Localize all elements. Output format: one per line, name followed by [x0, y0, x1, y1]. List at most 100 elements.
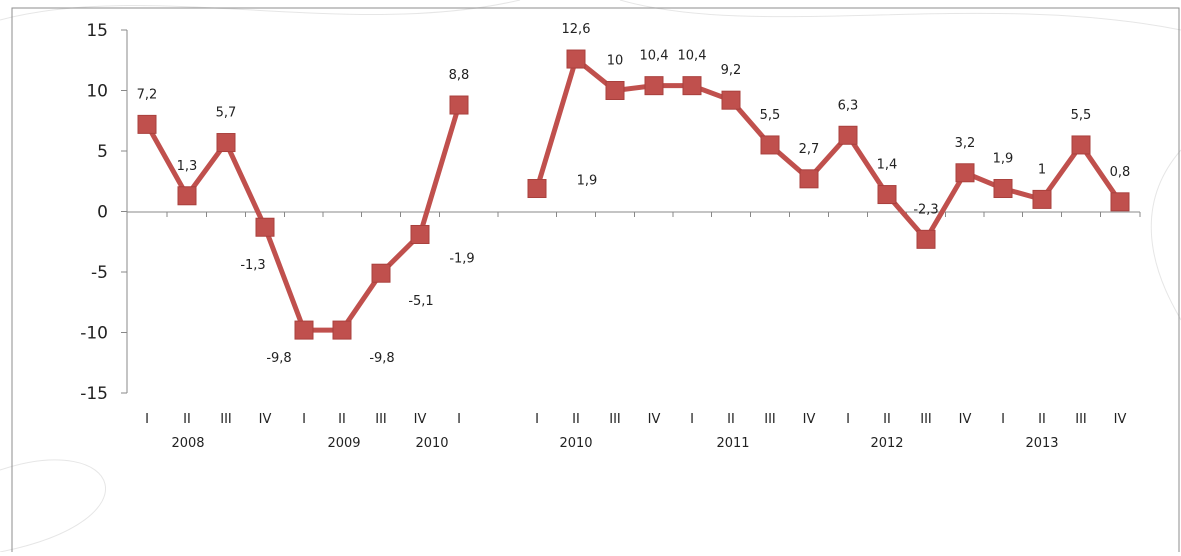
data-point-marker: [333, 321, 351, 339]
plot-border: [12, 8, 1179, 552]
data-label: 5,5: [1071, 108, 1092, 123]
data-label: 3,2: [955, 136, 976, 151]
x-tick-label: I: [457, 412, 461, 427]
data-label: 6,3: [838, 98, 859, 113]
data-labels: 7,2 1,3 5,7 -1,3 -9,8 -9,8 -5,1 -1,9 8,8 1,9 12,6 1…: [137, 22, 1131, 366]
x-ticks: I II III IV I II III IV I I II III IV I II III IV I II III I…: [127, 212, 1140, 451]
data-label: -2,3: [913, 202, 938, 217]
x-tick-label: I: [302, 412, 306, 427]
data-label: 5,5: [760, 108, 781, 123]
x-tick-label: II: [727, 412, 735, 427]
x-tick-label: II: [883, 412, 891, 427]
year-label: 2011: [716, 436, 749, 451]
x-tick-label: II: [572, 412, 580, 427]
data-point-marker: [994, 180, 1012, 198]
data-point-marker: [761, 136, 779, 154]
y-tick-label: -15: [80, 384, 108, 404]
x-tick-label: I: [690, 412, 694, 427]
x-tick-label: III: [764, 412, 776, 427]
x-tick-label: I: [846, 412, 850, 427]
series-lines: [147, 59, 1120, 330]
year-label: 2012: [870, 436, 903, 451]
bg-arc: [620, 0, 1181, 30]
bg-arc: [1151, 150, 1181, 320]
x-tick-label: IV: [1114, 412, 1127, 427]
y-tick-label: -5: [91, 263, 108, 283]
data-label: 1,4: [877, 158, 898, 173]
data-point-marker: [722, 91, 740, 109]
x-tick-label: II: [1038, 412, 1046, 427]
data-label: 10,4: [640, 49, 669, 64]
data-point-marker: [138, 115, 156, 133]
x-tick-label: IV: [414, 412, 427, 427]
x-tick-label: II: [338, 412, 346, 427]
x-tick-label: IV: [259, 412, 272, 427]
y-tick-label: -10: [80, 324, 108, 344]
data-point-marker: [295, 321, 313, 339]
data-label: 8,8: [449, 68, 470, 83]
data-point-marker: [178, 187, 196, 205]
x-tick-label: III: [220, 412, 232, 427]
data-point-marker: [411, 225, 429, 243]
data-point-marker: [1111, 193, 1129, 211]
x-tick-label: IV: [648, 412, 661, 427]
y-ticks: 15 10 5 0 -5 -10 -15: [80, 21, 127, 404]
data-label: 1,9: [993, 152, 1014, 167]
data-label: 9,2: [721, 63, 742, 78]
data-point-marker: [372, 264, 390, 282]
data-label: 1: [1038, 162, 1046, 177]
data-label: 2,7: [799, 142, 820, 157]
data-point-marker: [256, 218, 274, 236]
y-tick-label: 0: [97, 203, 108, 223]
data-point-marker: [800, 170, 818, 188]
year-label: 2008: [171, 436, 204, 451]
data-label: 5,7: [216, 106, 237, 121]
data-point-marker: [1072, 136, 1090, 154]
x-tick-label: IV: [959, 412, 972, 427]
data-point-marker: [645, 77, 663, 95]
data-point-marker: [606, 82, 624, 100]
year-label: 2009: [327, 436, 360, 451]
data-label: -1,3: [240, 258, 265, 273]
bg-arc: [0, 0, 520, 20]
data-point-marker: [917, 230, 935, 248]
year-label: 2013: [1025, 436, 1058, 451]
year-label: 2010: [415, 436, 448, 451]
x-tick-label: III: [920, 412, 932, 427]
data-label: -5,1: [408, 294, 433, 309]
data-point-marker: [450, 96, 468, 114]
series-markers: [138, 50, 1129, 339]
x-tick-label: III: [609, 412, 621, 427]
data-label: -9,8: [266, 351, 291, 366]
data-label: 0,8: [1110, 165, 1131, 180]
data-point-marker: [956, 164, 974, 182]
x-tick-label: I: [1001, 412, 1005, 427]
y-tick-label: 5: [97, 142, 108, 162]
data-point-marker: [528, 180, 546, 198]
data-point-marker: [878, 186, 896, 204]
data-point-marker: [683, 77, 701, 95]
x-tick-label: III: [375, 412, 387, 427]
data-label: 12,6: [562, 22, 591, 37]
data-point-marker: [1033, 190, 1051, 208]
x-tick-label: I: [535, 412, 539, 427]
data-label: 7,2: [137, 87, 158, 102]
data-label: 1,3: [177, 159, 198, 174]
x-tick-label: IV: [803, 412, 816, 427]
data-label: -1,9: [449, 251, 474, 266]
year-label: 2010: [559, 436, 592, 451]
x-tick-label: II: [183, 412, 191, 427]
y-tick-label: 10: [86, 82, 108, 102]
data-label: 10,4: [678, 49, 707, 64]
data-label: 10: [607, 54, 624, 69]
data-label: 1,9: [577, 174, 598, 189]
data-point-marker: [217, 134, 235, 152]
x-tick-label: I: [145, 412, 149, 427]
y-tick-label: 15: [86, 21, 108, 41]
data-point-marker: [567, 50, 585, 68]
bg-arc: [0, 460, 106, 552]
x-tick-label: III: [1075, 412, 1087, 427]
